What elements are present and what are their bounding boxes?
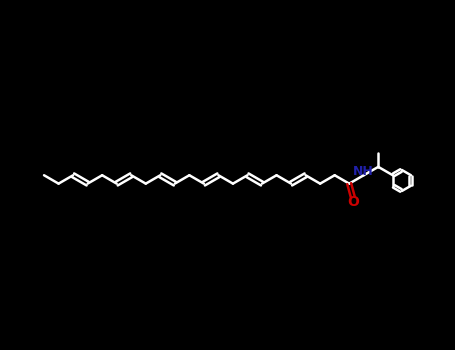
Text: O: O xyxy=(347,195,359,209)
Text: NH: NH xyxy=(354,164,374,177)
